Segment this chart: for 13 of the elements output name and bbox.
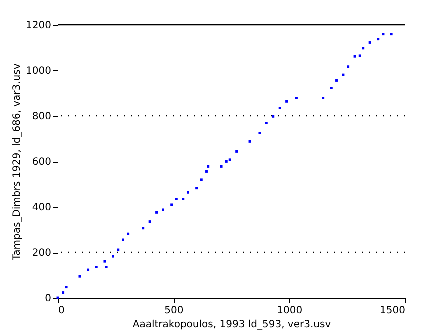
y-tick-label: 200 (32, 248, 52, 259)
x-tick-label: 0 (58, 306, 65, 316)
y-tick-label: 1000 (26, 66, 52, 77)
y-tick-label: 400 (32, 202, 52, 214)
x-tick-label: 1500 (380, 306, 406, 316)
y-tick-label: 0 (45, 294, 52, 304)
x-tick-label: 500 (164, 306, 184, 316)
x-axis-title: Aaaltrakopoulos, 1993 ld_593, ver3.usv (132, 320, 332, 330)
y-tick-label: 1200 (26, 20, 52, 32)
y-axis-title: Tampas_Dimbrs 1929, ld_686, var3.usv (12, 64, 24, 262)
y-tick-label: 800 (32, 112, 52, 122)
y-tick-label: 600 (32, 157, 52, 168)
x-tick-label: 1000 (277, 306, 303, 316)
